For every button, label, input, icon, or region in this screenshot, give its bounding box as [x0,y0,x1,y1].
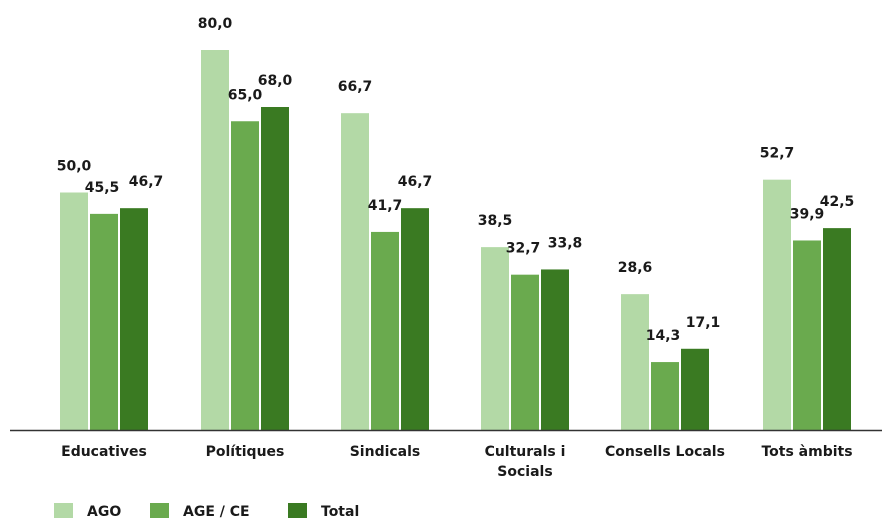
bar-2-1 [261,107,289,430]
bar-1-4 [651,362,679,430]
bar-0-5 [763,179,791,430]
value-label-2-4: 17,1 [686,315,721,331]
value-label-1-2: 41,7 [368,198,403,214]
category-label-1-0: Polítiques [206,444,285,460]
bar-1-2 [371,231,399,430]
legend-swatch-2 [288,503,307,518]
category-label-3-1: Socials [497,464,552,480]
legend-label-1: AGE / CE [183,504,250,519]
value-label-2-5: 42,5 [820,194,855,210]
bar-0-4 [621,294,649,430]
value-label-0-5: 52,7 [760,146,795,162]
category-labels-layer: Educatives Polítiques Sindicals Culturals i… [61,444,852,480]
legend-swatch-1 [150,503,169,518]
value-label-0-1: 80,0 [198,16,233,32]
value-label-1-5: 39,9 [790,206,825,222]
bar-0-3 [481,247,509,430]
value-label-2-1: 68,0 [258,73,293,89]
category-label-4-0: Consells Locals [605,444,725,460]
value-label-1-1: 65,0 [228,87,263,103]
legend-label-2: Total [321,504,359,519]
bar-0-0 [60,192,88,430]
value-label-0-0: 50,0 [57,159,92,175]
category-label-3-0: Culturals i [485,444,566,460]
bar-2-5 [823,228,851,430]
bar-0-1 [201,50,229,430]
value-label-1-3: 32,7 [506,241,541,257]
bar-2-4 [681,348,709,430]
value-label-1-0: 45,5 [85,180,120,196]
value-label-0-4: 28,6 [618,260,653,276]
value-label-0-2: 66,7 [338,79,373,95]
bars-layer [60,50,851,431]
value-labels-layer: 50,0 45,5 46,7 80,0 65,068,0 66,7 41,7 46,7 38,5… [57,16,855,344]
value-label-2-0: 46,7 [129,174,164,190]
bar-0-2 [341,113,369,431]
bar-1-3 [511,274,539,430]
bar-2-2 [401,208,429,430]
value-label-0-3: 38,5 [478,213,513,229]
bar-1-1 [231,121,259,430]
category-label-0-0: Educatives [61,444,147,460]
legend-label-0: AGO [87,504,121,519]
value-label-1-4: 14,3 [646,328,681,344]
value-label-2-2: 46,7 [398,174,433,190]
legend: AGO AGE / CE Total [54,503,359,519]
category-label-2-0: Sindicals [350,444,421,460]
bar-1-0 [90,213,118,430]
bar-2-0 [120,208,148,430]
category-label-5-0: Tots àmbits [761,444,852,460]
bar-2-3 [541,269,569,430]
value-label-2-3: 33,8 [548,235,583,251]
legend-swatch-0 [54,503,73,518]
bar-1-5 [793,240,821,430]
